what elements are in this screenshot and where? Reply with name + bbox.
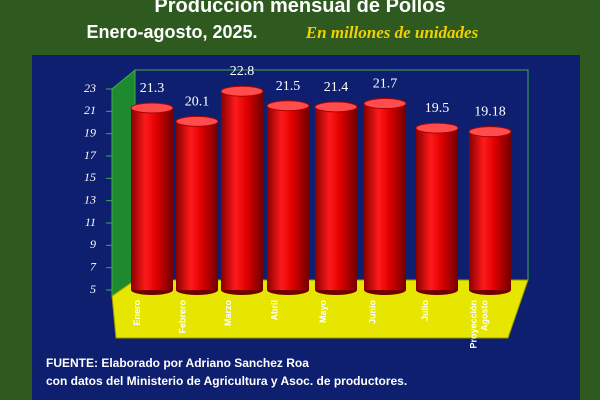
y-tick-label: 21 [84,103,96,117]
bar-top [415,122,459,134]
x-tick-label: ProyecciónAgosto [469,300,490,349]
y-tick-label: 23 [84,81,96,95]
y-tick-label: 11 [85,215,96,229]
value-label: 20.1 [185,94,210,109]
bar [131,107,173,290]
y-tick-label: 15 [84,170,96,184]
y-tick-label: 9 [90,237,96,251]
x-tick-label: Julio [420,300,430,322]
chart-subtitle: Enero-agosto, 2025. [86,22,257,42]
value-label: 21.7 [373,77,398,92]
y-tick-label: 13 [84,192,96,206]
value-label: 21.4 [324,80,349,95]
x-tick-label: Mayo [318,300,328,324]
x-tick-label: Febrero [178,300,188,334]
bar-top [363,98,407,110]
bar [469,131,511,290]
bar [176,121,218,290]
y-tick-label: 5 [90,282,96,296]
bar-top [314,101,358,113]
y-tick-label: 7 [90,259,97,273]
value-label: 21.3 [140,81,165,96]
y-tick-label: 17 [84,148,97,162]
bar [315,106,357,290]
y-tick-label: 19 [84,125,96,139]
x-tick-label: Enero [132,300,142,326]
x-tick-label: Marzo [223,300,233,327]
bar [267,105,309,290]
bar-top [130,102,174,114]
unit-note: En millones de unidades [305,23,479,42]
bar-top [175,115,219,127]
x-tick-label: Junio [368,299,378,324]
value-label: 19.18 [474,105,506,120]
bar-top [266,100,310,112]
source-note: con datos del Ministerio de Agricultura … [46,374,407,388]
bar-top [468,126,512,138]
source-note: FUENTE: Elaborado por Adriano Sanchez Ro… [46,356,309,370]
value-label: 22.8 [230,64,255,79]
value-label: 19.5 [425,101,450,116]
bar [416,128,458,290]
chart-title: Producción mensual de Pollos [154,0,445,17]
bar-top [220,85,264,97]
bar [364,103,406,291]
value-label: 21.5 [276,79,301,94]
bar [221,91,263,290]
x-tick-label: Abril [270,300,280,321]
